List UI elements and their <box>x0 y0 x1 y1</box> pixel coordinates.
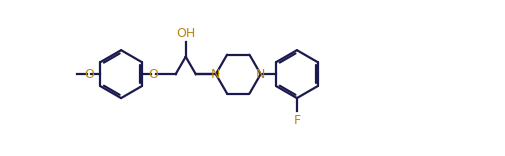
Text: F: F <box>293 114 300 127</box>
Text: O: O <box>148 68 159 81</box>
Text: N: N <box>211 68 221 81</box>
Text: O: O <box>84 68 93 81</box>
Text: N: N <box>256 68 266 81</box>
Text: OH: OH <box>176 27 195 40</box>
